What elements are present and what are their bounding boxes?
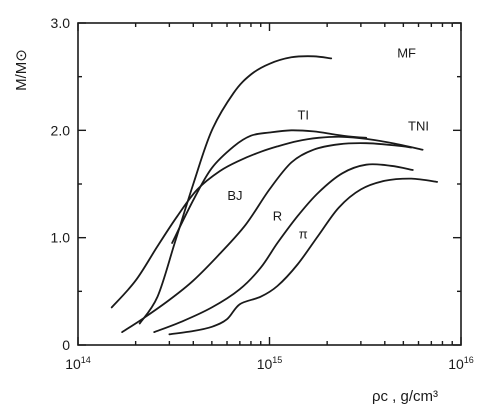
y-tick-label: 0 (62, 337, 70, 353)
curve-ti (171, 129, 368, 244)
y-axis-label: M/M⊙ (13, 49, 30, 91)
curve-label-ti: TI (297, 108, 309, 123)
y-tick-label: 3.0 (51, 15, 71, 31)
x-tick-label: 1015 (257, 355, 283, 372)
curve-label-r: R (273, 208, 282, 223)
curve-labels: MF TI TNI BJ Rπ (227, 45, 429, 241)
curve-bj (121, 142, 413, 333)
curve-tni (110, 135, 424, 309)
curve-label-tni: TNI (408, 118, 429, 133)
y-axis-title: M/M⊙ (13, 49, 30, 91)
axes: 0 1.0 2.0 3.0 1014 1015 1016 (51, 15, 474, 372)
x-tick-label: 1014 (65, 355, 91, 372)
curve-label-mf: MF (397, 45, 416, 60)
curve-label-pi: π (299, 227, 308, 242)
plot-frame (77, 22, 462, 346)
curves (110, 55, 438, 336)
y-tick-label: 2.0 (51, 122, 71, 138)
curve-pi (168, 177, 438, 336)
x-axis-label: ρc , g/cm³ (372, 388, 438, 405)
curve-mf (138, 55, 333, 325)
y-tick-label: 1.0 (51, 230, 71, 246)
x-tick-label: 1016 (448, 355, 474, 372)
curve-label-bj: BJ (227, 188, 242, 203)
curve-r (153, 163, 414, 333)
